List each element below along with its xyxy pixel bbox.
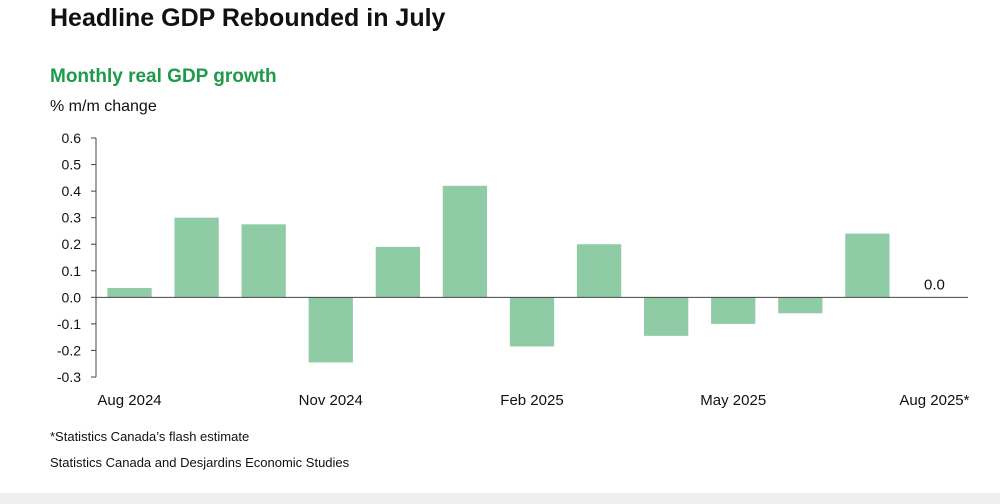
x-tick-label: Aug 2024: [97, 392, 161, 409]
bar: [711, 297, 756, 324]
y-tick-label: -0.3: [57, 369, 81, 385]
bar: [375, 246, 420, 298]
y-tick-label: 0.4: [62, 183, 82, 199]
bar: [308, 297, 353, 363]
bar: [509, 297, 555, 347]
bar: [442, 185, 488, 298]
y-tick-label: 0.0: [62, 289, 82, 305]
y-tick-label: 0.3: [62, 210, 82, 226]
footnote: *Statistics Canada’s flash estimate: [50, 429, 250, 444]
bar: [241, 224, 286, 298]
data-label: 0.0: [924, 276, 945, 293]
bar: [845, 233, 890, 298]
bar: [576, 244, 622, 298]
source-note: Statistics Canada and Desjardins Economi…: [50, 455, 350, 470]
y-tick-label: 0.5: [62, 157, 82, 173]
bar-chart: 0.6 0.5 0.4 0.3 0.2 0.1 0.0 -0.1 -0.2 -0.3 Aug 202…: [57, 130, 970, 409]
y-tick-label: -0.2: [57, 342, 81, 358]
y-tick-label: 0.1: [62, 263, 82, 279]
bar: [174, 217, 219, 298]
x-tick-label: Nov 2024: [299, 392, 363, 409]
page-title: Headline GDP Rebounded in July: [50, 4, 446, 32]
y-tick-label: 0.2: [62, 236, 82, 252]
y-tick-label: -0.1: [57, 316, 81, 332]
x-tick-label: May 2025: [700, 392, 766, 409]
chart-title: Monthly real GDP growth: [50, 66, 277, 87]
bar: [644, 297, 689, 336]
bottom-divider: [0, 493, 1000, 504]
y-axis-label: % m/m change: [50, 98, 157, 115]
x-tick-label: Aug 2025*: [899, 392, 969, 409]
y-tick-label: 0.6: [62, 130, 82, 146]
x-tick-label: Feb 2025: [500, 392, 563, 409]
bar: [778, 297, 823, 314]
bar: [107, 288, 152, 298]
